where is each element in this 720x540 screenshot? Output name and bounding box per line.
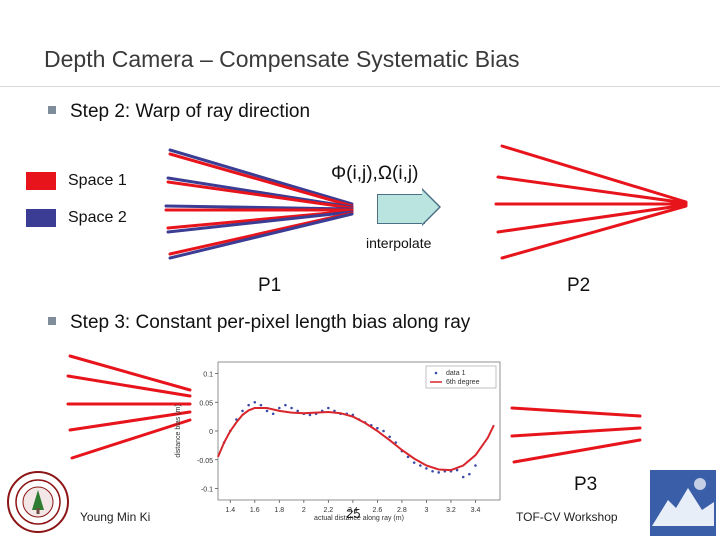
data-point [376,426,379,430]
x-tick-label: 2.2 [323,507,333,514]
data-point [474,464,477,467]
university-seal-logo [7,471,69,533]
page-number: 25 [346,506,361,521]
label-p1: P1 [258,275,282,296]
data-point [382,429,385,433]
data-point [412,461,416,464]
x-tick-label: 2.8 [397,507,407,514]
data-point [241,409,244,413]
data-point [431,469,434,473]
label-p2: P2 [567,275,591,296]
data-point [406,455,410,459]
arrow-body [377,194,425,224]
footer-workshop: TOF-CV Workshop [516,510,618,524]
y-tick-label: -0.05 [197,458,213,465]
ray-bundle-p2 [494,144,688,260]
data-point [468,472,471,476]
label-p3: P3 [574,474,598,495]
slide-title: Depth Camera – Compensate Systematic Bia… [44,46,520,72]
step-2-text: Step 2: Warp of ray direction [70,101,311,122]
legend-label-space-2: Space 2 [68,209,127,226]
data-point [271,412,275,416]
bullet-square-icon [48,316,56,325]
mapping-formula: Φ(i,j),Ω(i,j) [331,163,419,184]
x-tick-label: 1.8 [274,507,284,514]
bullet-square-icon [48,105,56,114]
data-point [394,441,398,444]
legend-swatch-space-2 [26,209,56,227]
x-tick-label: 2 [302,507,306,514]
interpolate-label: interpolate [366,235,432,251]
data-point [388,435,391,439]
footer-author: Young Min Ki [80,510,151,524]
data-point [265,409,269,413]
arrow-head-fill [422,190,439,224]
y-tick-label: 0.1 [203,372,213,379]
x-tick-label: 1.6 [250,507,260,514]
data-point [425,467,428,470]
data-point [437,471,440,474]
data-point [333,409,336,413]
conference-logo [650,470,716,536]
data-point [296,409,299,413]
ray-bundle-p3-right [510,406,642,464]
data-point [455,468,459,472]
series-6th-degree [217,407,495,472]
x-tick-label: 1.4 [225,507,235,514]
step-3-bullet: Step 3: Constant per-pixel length bias a… [48,312,470,334]
y-tick-label: 0.05 [199,400,213,407]
x-tick-label: 2.4 [348,507,358,514]
x-axis-label: actual distance along ray (m) [314,515,404,522]
data-point [419,464,422,467]
data-point [308,413,312,417]
chart-legend: data 1 6th degree [425,365,497,389]
legend-marker-data-1 [434,371,438,375]
data-point [290,406,293,410]
y-tick-label: 0 [209,429,213,436]
data-point [259,403,263,407]
data-point [247,403,250,407]
data-point [327,406,330,410]
x-tick-label: 3.2 [446,507,456,514]
data-point [284,403,287,407]
x-tick-label: 2.6 [373,507,383,514]
ray-bundle-p3-left [66,354,192,460]
distance-bias-chart: 0.1 0.05 0 -0.05 -0.1 1.4 1.6 1.8 2 2.2 2.4 2.6 2.8 3… [175,361,501,522]
data-point [253,400,257,404]
legend-label-6th-degree: 6th degree [446,379,480,386]
legend-label-data-1: data 1 [446,370,466,377]
y-axis-label: distance bias (m) [175,404,182,457]
x-tick-label: 3 [424,507,428,514]
data-point [278,406,281,410]
title-divider [0,86,720,87]
x-tick-label: 3.4 [471,507,481,514]
y-tick-label: -0.1 [201,487,213,494]
legend-box [425,365,497,389]
legend-label-space-1: Space 1 [68,172,127,189]
step-3-text: Step 3: Constant per-pixel length bias a… [70,312,471,333]
step-2-bullet: Step 2: Warp of ray direction [48,101,310,123]
legend-swatch-space-1 [26,172,56,190]
data-point [461,475,465,479]
ray-bundle-p1 [164,148,354,260]
